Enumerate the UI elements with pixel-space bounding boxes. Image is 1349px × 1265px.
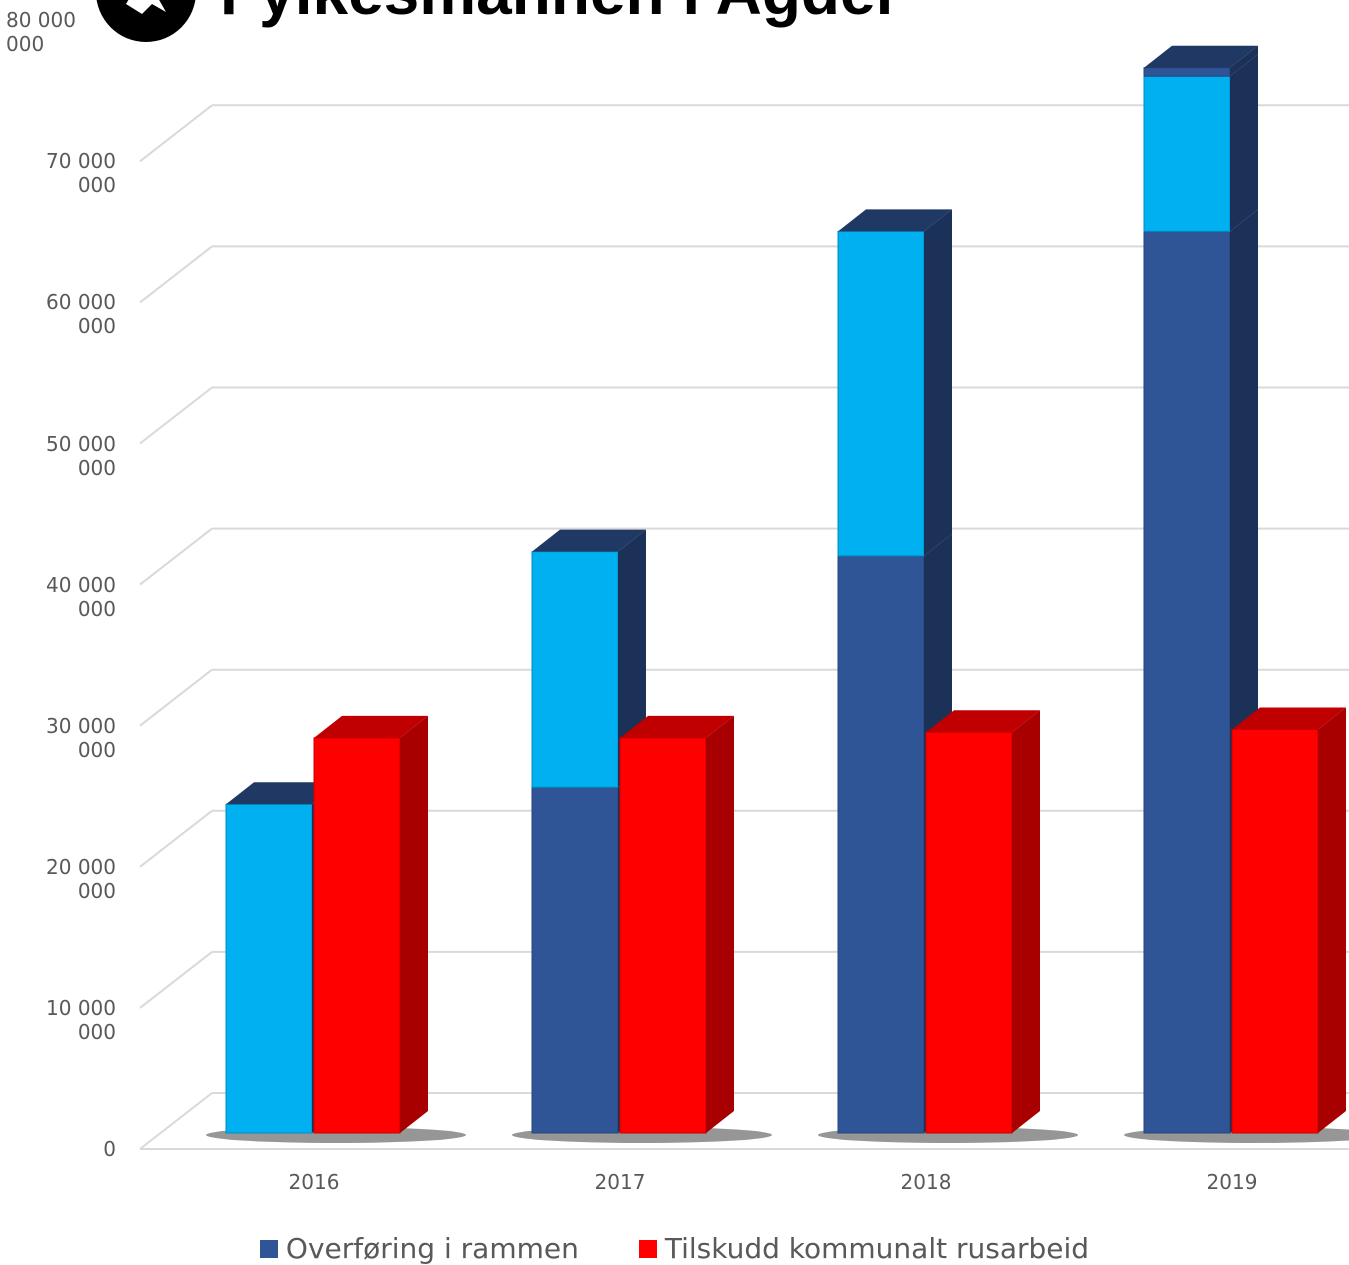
bar-top: [1144, 45, 1258, 68]
y-tick-label: 30 000 000: [46, 713, 116, 762]
y-tick-label: 20 000 000: [46, 854, 116, 903]
bar-top: [532, 529, 646, 552]
gridline-diagonal: [139, 104, 213, 163]
bar-side: [400, 715, 428, 1133]
bar-segment: [225, 803, 313, 1134]
lion-emblem-icon: [96, 0, 196, 42]
legend-label: Overføring i rammen: [285, 1232, 579, 1265]
y-tick-label: 80 000 000: [6, 8, 76, 57]
x-tick-label: 2017: [594, 1170, 646, 1194]
y-tick-label: 50 000 000: [46, 431, 116, 480]
bar-segment: [313, 737, 401, 1134]
gridline-diagonal: [139, 1092, 213, 1150]
y-tick-label: 70 000 000: [46, 149, 116, 198]
bar-side: [1230, 45, 1258, 77]
y-tick-label: 10 000 000: [46, 995, 116, 1044]
gridline-diagonal: [139, 245, 213, 304]
y-tick-label: 0: [103, 1137, 116, 1161]
bar-side: [924, 209, 952, 556]
y-tick-label: 40 000 000: [46, 572, 116, 621]
bar-top: [838, 209, 952, 232]
page-header: Fylkesmannen i Agder: [96, 0, 901, 42]
bar-segment: [531, 551, 619, 788]
bar-top: [314, 715, 428, 738]
bar-side: [706, 715, 734, 1133]
gridline-diagonal: [139, 527, 213, 586]
bar-top: [620, 715, 734, 738]
bar-side: [618, 529, 646, 788]
bar-segment: [837, 555, 925, 1134]
legend-swatch-red: [638, 1239, 657, 1258]
gridline-diagonal: [139, 386, 213, 445]
bar-segment: [1143, 75, 1231, 232]
page-title: Fylkesmannen i Agder: [220, 0, 901, 24]
legend-swatch-blue: [259, 1239, 278, 1258]
bar-side: [1318, 707, 1346, 1133]
legend-item-overforing: Overføring i rammen: [259, 1232, 579, 1265]
chart-legend: Overføring i rammen Tilskudd kommunalt r…: [0, 1232, 1349, 1265]
bar-top: [1232, 707, 1346, 730]
x-tick-label: 2018: [900, 1170, 952, 1194]
x-tick-label: 2019: [1206, 1170, 1258, 1194]
bar-segment: [531, 786, 619, 1134]
bar-side: [1012, 710, 1040, 1133]
bar-side: [1230, 54, 1258, 232]
legend-label: Tilskudd kommunalt rusarbeid: [664, 1232, 1090, 1265]
bar-segment: [1143, 67, 1231, 77]
bar-segment: [1231, 728, 1319, 1134]
bar-top: [926, 710, 1040, 733]
gridline-diagonal: [139, 668, 213, 727]
y-tick-label: 60 000 000: [46, 290, 116, 339]
gridline-diagonal: [139, 810, 213, 868]
bar-segment: [1143, 230, 1231, 1134]
legend-item-tilskudd: Tilskudd kommunalt rusarbeid: [638, 1232, 1090, 1265]
bar-segment: [619, 737, 707, 1134]
x-tick-label: 2016: [288, 1170, 340, 1194]
bar-segment: [925, 731, 1013, 1134]
bar-top: [226, 782, 340, 805]
bar-segment: [837, 230, 925, 557]
gridline-diagonal: [139, 951, 213, 1009]
